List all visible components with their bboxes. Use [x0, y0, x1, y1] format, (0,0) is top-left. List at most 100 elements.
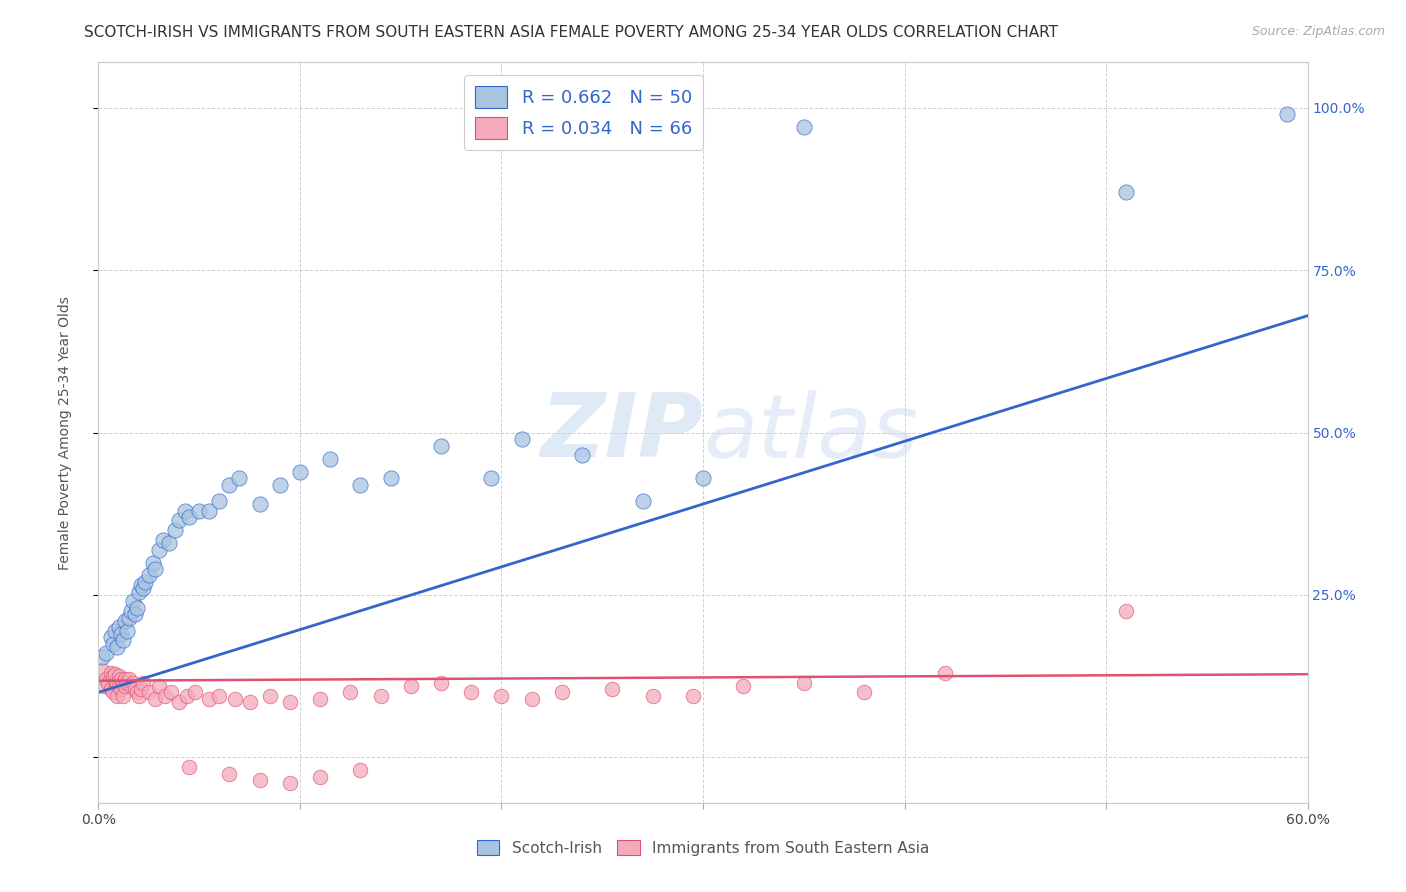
Point: [853, 685, 876, 699]
Point: [319, 451, 342, 466]
Point: [103, 673, 125, 688]
Text: SCOTCH-IRISH VS IMMIGRANTS FROM SOUTH EASTERN ASIA FEMALE POVERTY AMONG 25-34 YE: SCOTCH-IRISH VS IMMIGRANTS FROM SOUTH EA…: [84, 25, 1059, 40]
Point: [167, 695, 190, 709]
Point: [148, 542, 170, 557]
Point: [631, 493, 654, 508]
Point: [152, 533, 174, 547]
Point: [101, 637, 124, 651]
Point: [103, 624, 125, 638]
Point: [114, 673, 136, 687]
Point: [1115, 186, 1137, 200]
Point: [105, 640, 128, 654]
Point: [682, 689, 704, 703]
Point: [110, 682, 132, 697]
Point: [143, 692, 166, 706]
Point: [218, 477, 240, 491]
Point: [125, 685, 148, 699]
Point: [167, 513, 190, 527]
Point: [370, 689, 392, 703]
Point: [132, 582, 155, 596]
Point: [218, 766, 240, 780]
Point: [239, 695, 262, 709]
Point: [128, 584, 150, 599]
Point: [124, 607, 146, 622]
Point: [188, 503, 211, 517]
Point: [148, 679, 170, 693]
Point: [97, 675, 120, 690]
Point: [103, 667, 125, 681]
Point: [120, 604, 142, 618]
Point: [143, 562, 166, 576]
Point: [520, 692, 543, 706]
Point: [198, 503, 221, 517]
Point: [278, 776, 301, 790]
Point: [249, 497, 271, 511]
Legend: Scotch-Irish, Immigrants from South Eastern Asia: Scotch-Irish, Immigrants from South East…: [471, 834, 935, 862]
Point: [491, 689, 513, 703]
Point: [129, 578, 152, 592]
Point: [208, 689, 231, 703]
Point: [510, 432, 533, 446]
Point: [571, 448, 593, 462]
Point: [128, 689, 150, 703]
Point: [641, 689, 664, 703]
Point: [399, 679, 422, 693]
Point: [142, 556, 165, 570]
Point: [1277, 107, 1299, 121]
Point: [179, 510, 201, 524]
Point: [115, 624, 138, 638]
Point: [179, 760, 201, 774]
Point: [460, 685, 482, 699]
Point: [481, 471, 503, 485]
Point: [110, 627, 132, 641]
Point: [551, 685, 574, 699]
Point: [124, 682, 146, 697]
Y-axis label: Female Poverty Among 25-34 Year Olds: Female Poverty Among 25-34 Year Olds: [58, 295, 72, 570]
Point: [120, 679, 142, 693]
Point: [733, 679, 755, 693]
Point: [602, 682, 624, 697]
Point: [174, 503, 197, 517]
Point: [138, 685, 160, 699]
Point: [107, 669, 129, 683]
Point: [111, 633, 134, 648]
Point: [138, 568, 160, 582]
Point: [269, 477, 291, 491]
Point: [228, 471, 250, 485]
Point: [121, 675, 143, 690]
Point: [380, 471, 402, 485]
Point: [793, 675, 815, 690]
Point: [793, 120, 815, 135]
Point: [430, 675, 453, 690]
Point: [125, 601, 148, 615]
Text: atlas: atlas: [703, 390, 918, 475]
Point: [132, 675, 155, 690]
Point: [91, 649, 114, 664]
Point: [101, 685, 124, 699]
Point: [692, 471, 714, 485]
Point: [153, 689, 176, 703]
Point: [339, 685, 361, 699]
Point: [111, 689, 134, 703]
Point: [309, 770, 332, 784]
Point: [121, 594, 143, 608]
Text: ZIP: ZIP: [540, 389, 703, 476]
Point: [100, 630, 122, 644]
Point: [93, 679, 115, 693]
Point: [176, 689, 198, 703]
Point: [157, 536, 180, 550]
Point: [101, 669, 124, 683]
Point: [107, 679, 129, 693]
Point: [105, 675, 128, 690]
Point: [1115, 604, 1137, 618]
Point: [349, 764, 371, 778]
Point: [96, 673, 118, 687]
Point: [114, 679, 136, 693]
Point: [111, 675, 134, 690]
Point: [100, 682, 122, 697]
Point: [208, 493, 231, 508]
Point: [114, 614, 136, 628]
Point: [278, 695, 301, 709]
Point: [134, 574, 156, 589]
Point: [107, 620, 129, 634]
